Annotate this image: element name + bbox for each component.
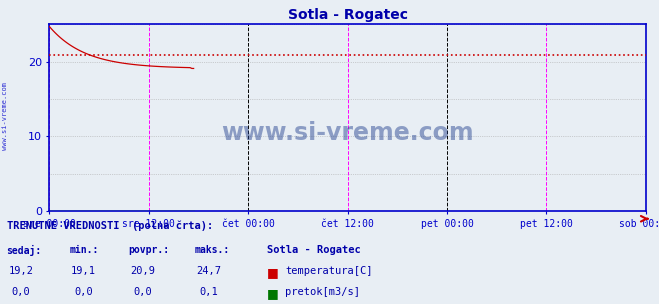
Text: pretok[m3/s]: pretok[m3/s] — [285, 287, 360, 297]
Text: maks.:: maks.: — [194, 245, 229, 255]
Text: ■: ■ — [267, 266, 279, 279]
Text: www.si-vreme.com: www.si-vreme.com — [221, 121, 474, 145]
Text: temperatura[C]: temperatura[C] — [285, 266, 373, 276]
Text: povpr.:: povpr.: — [129, 245, 169, 255]
Text: 0,0: 0,0 — [74, 287, 93, 297]
Text: min.:: min.: — [69, 245, 99, 255]
Text: www.si-vreme.com: www.si-vreme.com — [2, 81, 9, 150]
Text: sedaj:: sedaj: — [7, 245, 42, 256]
Text: TRENUTNE VREDNOSTI  (polna črta):: TRENUTNE VREDNOSTI (polna črta): — [7, 220, 213, 231]
Text: 19,2: 19,2 — [9, 266, 34, 276]
Text: 20,9: 20,9 — [130, 266, 156, 276]
Text: 0,0: 0,0 — [12, 287, 30, 297]
Text: 19,1: 19,1 — [71, 266, 96, 276]
Text: 0,1: 0,1 — [200, 287, 218, 297]
Text: 0,0: 0,0 — [134, 287, 152, 297]
Text: 24,7: 24,7 — [196, 266, 221, 276]
Text: Sotla - Rogatec: Sotla - Rogatec — [267, 245, 360, 255]
Title: Sotla - Rogatec: Sotla - Rogatec — [287, 8, 408, 22]
Text: ■: ■ — [267, 287, 279, 300]
